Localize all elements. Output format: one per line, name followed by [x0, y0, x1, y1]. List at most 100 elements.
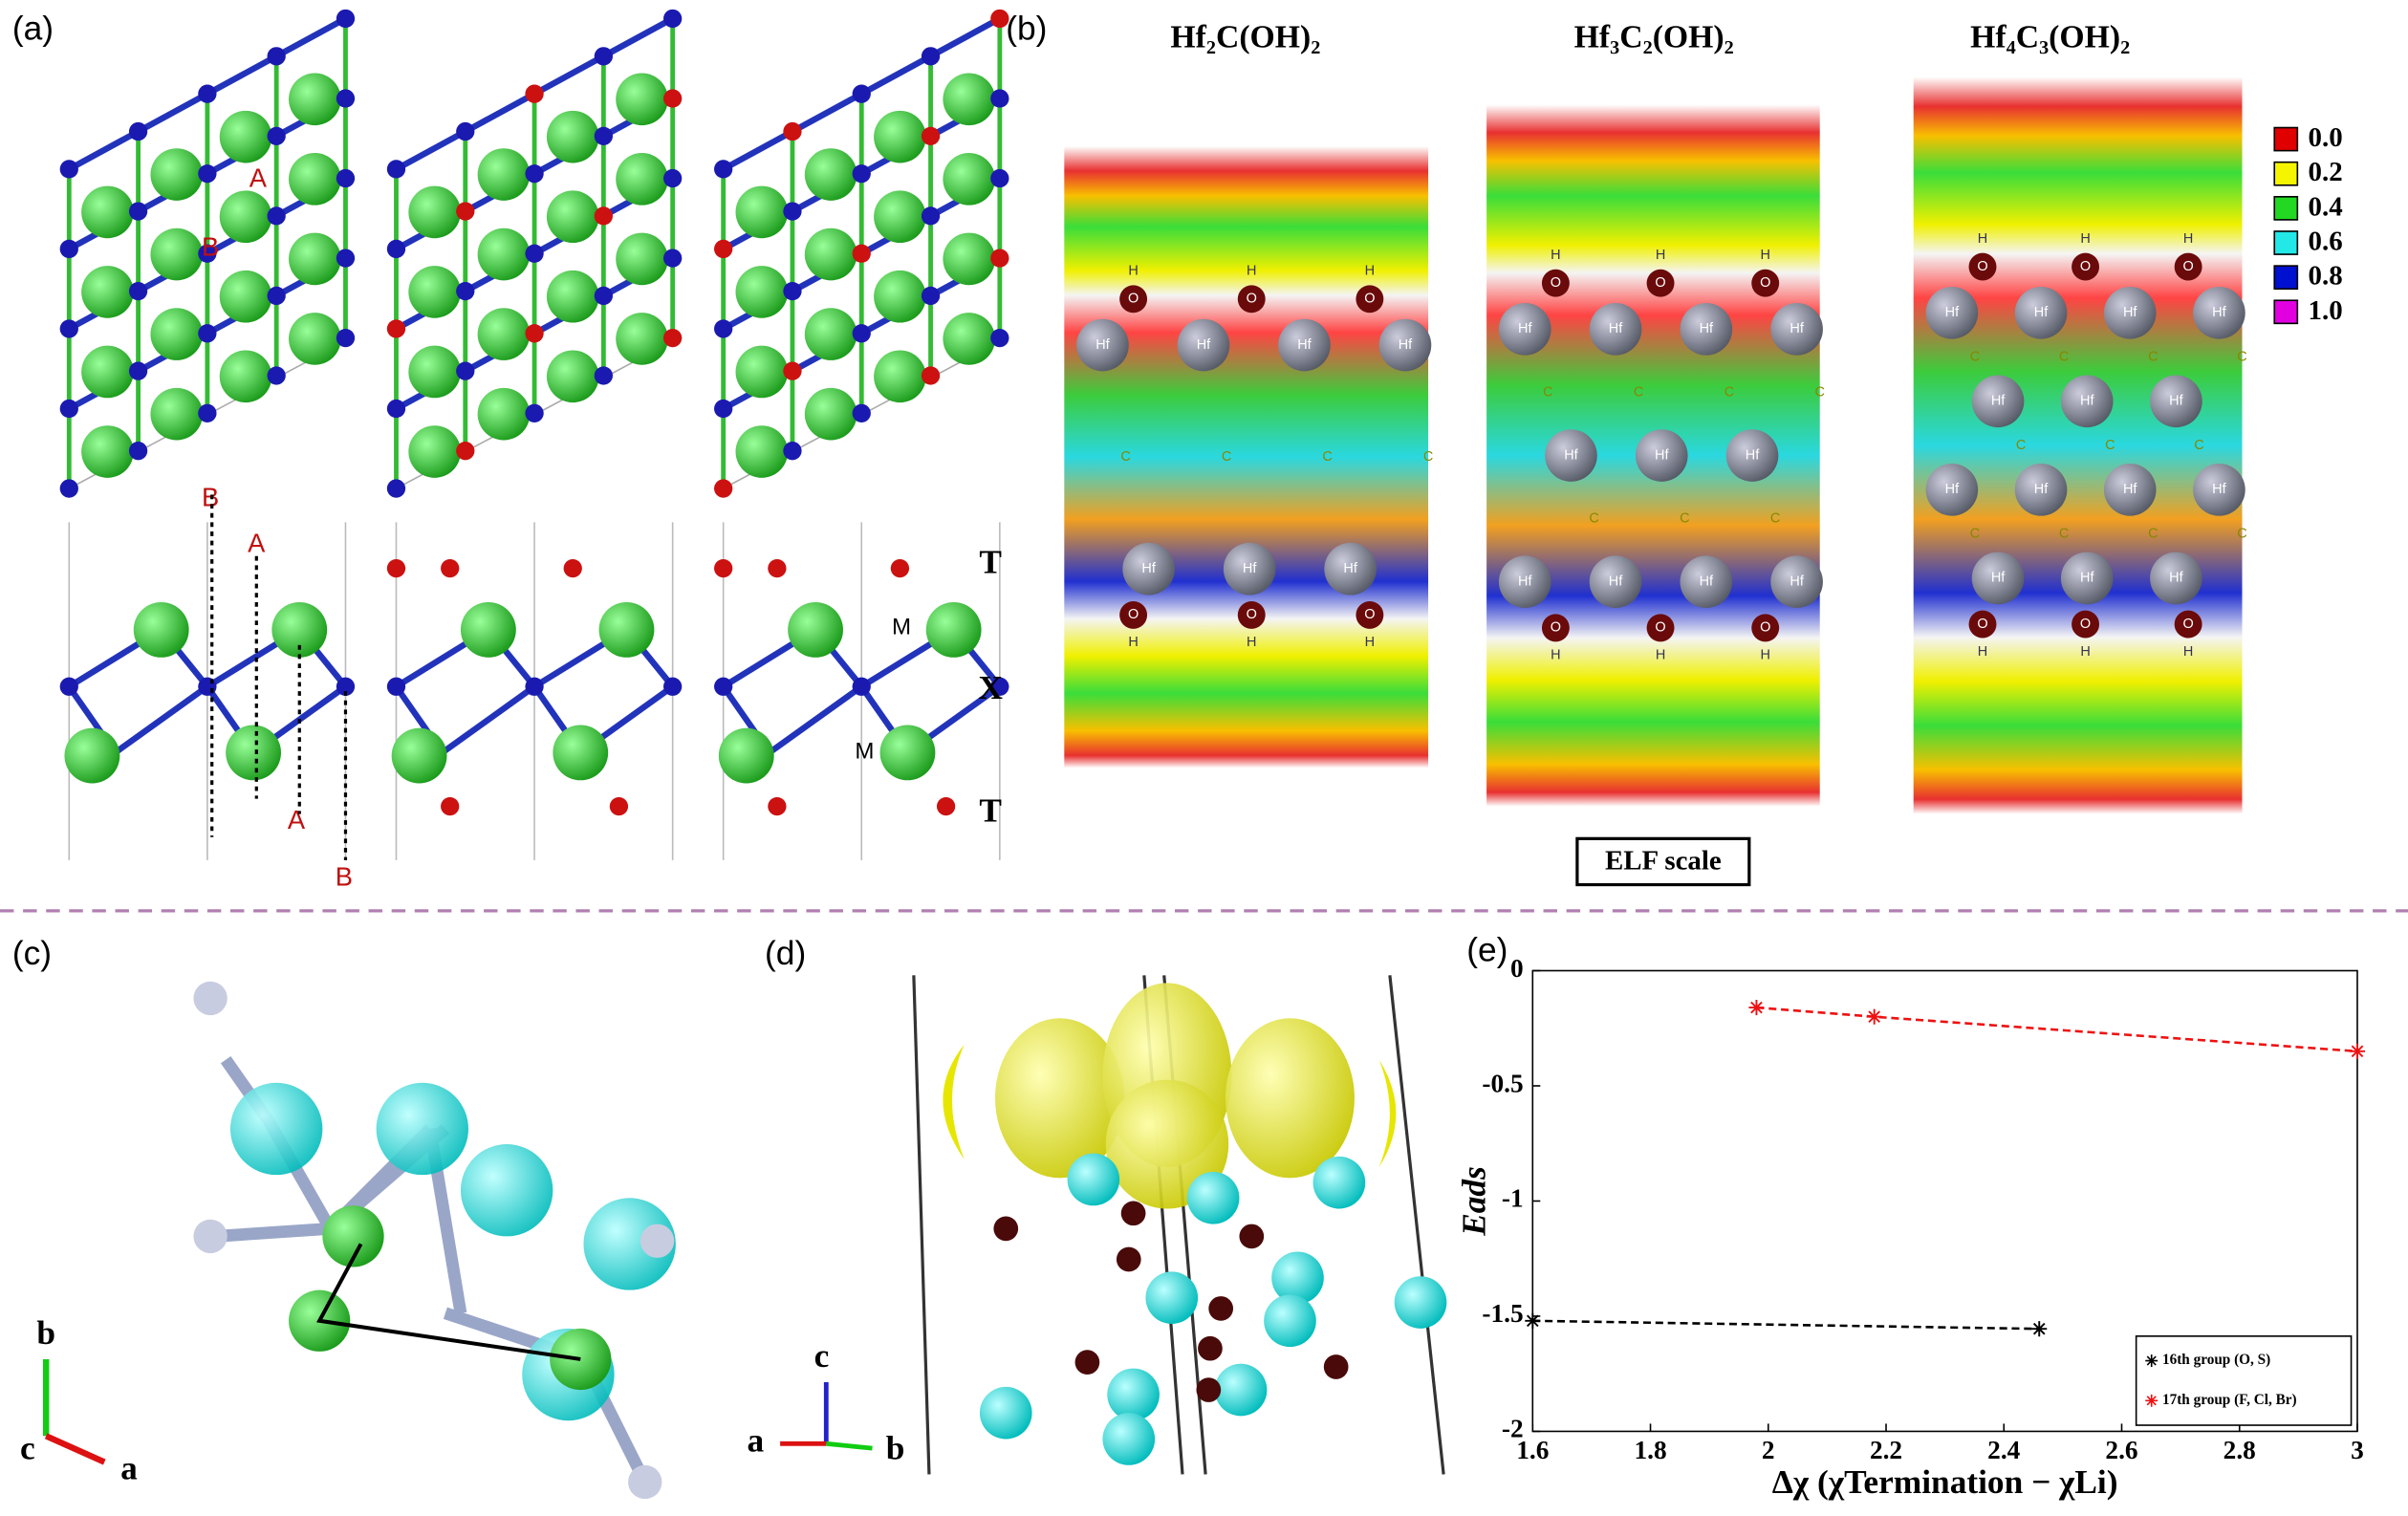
atom-label: Hf	[2169, 571, 2183, 586]
hf-atom	[1076, 318, 1129, 372]
vector	[316, 1243, 581, 1361]
x-atom	[921, 366, 941, 385]
x-atom	[663, 89, 683, 108]
hf-atom	[2060, 552, 2114, 605]
x-atom	[714, 479, 733, 498]
metal-atom	[408, 266, 461, 318]
atom-label: O	[1364, 292, 1375, 307]
bond	[67, 128, 141, 172]
metal-atom	[460, 601, 516, 658]
hf-atom	[1498, 555, 1551, 608]
metal-atom	[477, 308, 531, 360]
dark-atom	[1323, 1354, 1349, 1379]
x-atom	[852, 677, 871, 696]
legend-label: 0.2	[2309, 157, 2343, 187]
atom-label: C	[1120, 449, 1130, 465]
atom-label: H	[1128, 264, 1138, 279]
x-atom	[525, 84, 544, 103]
layer-label: T	[979, 543, 1002, 580]
hf-atom	[1971, 552, 2025, 605]
t-atom	[936, 796, 956, 816]
atom-label: Hf	[1297, 337, 1312, 353]
x-atom	[990, 249, 1009, 268]
hf-atom	[1223, 542, 1276, 596]
metal-atom	[477, 227, 531, 281]
atom-label: Hf	[2080, 571, 2094, 586]
hf-atom	[1770, 303, 1823, 356]
metal-atom	[943, 313, 996, 365]
legend-swatch	[2273, 161, 2299, 186]
atom-label: Hf	[1399, 337, 1413, 353]
x-atom	[386, 239, 406, 259]
t-atom	[441, 796, 460, 816]
atom-label: O	[1977, 617, 1987, 632]
x-atom	[594, 47, 613, 66]
panel-label: (d)	[765, 935, 806, 972]
axis-arrow	[44, 1433, 106, 1465]
x-atom	[128, 281, 148, 301]
x-atom	[852, 403, 871, 422]
x-atom	[921, 286, 941, 306]
x-atom	[59, 239, 78, 259]
y-tick-label: -0.5	[1482, 1069, 1523, 1097]
metal-atom	[219, 270, 272, 323]
o-atom	[1119, 600, 1148, 629]
x-tick-label: 1.8	[1634, 1436, 1666, 1464]
hf-atom	[2150, 375, 2202, 428]
structure-title: Hf₄C₃(OH)₂	[1970, 20, 2130, 55]
data-point	[2031, 1321, 2048, 1337]
y-axis-title: Eads	[1456, 1166, 1493, 1237]
panel-label: (b)	[1006, 11, 1047, 48]
legend-box	[2135, 1335, 2353, 1426]
x-atom	[267, 206, 286, 226]
bond	[274, 15, 348, 59]
atom-label: Hf	[2212, 482, 2226, 497]
metal-atom	[553, 725, 609, 781]
hf-atom	[1177, 318, 1230, 372]
atom-label: Hf	[1991, 394, 2006, 409]
atom-label: Hf	[1096, 337, 1110, 353]
x-tick-label: 3	[2351, 1436, 2364, 1464]
site-label: B	[202, 483, 219, 512]
o-atom	[2072, 610, 2100, 639]
o-atom	[1541, 614, 1570, 642]
o-atom	[1356, 600, 1384, 629]
atom-label: O	[1977, 259, 1987, 274]
dark-atom	[1196, 1377, 1222, 1402]
atom-label: O	[1655, 275, 1665, 291]
hf-atom	[2193, 464, 2245, 516]
x-atom	[386, 160, 406, 179]
layer-label: T	[979, 792, 1002, 830]
structure-title: Hf₃C₂(OH)₂	[1574, 20, 1734, 55]
t-atom	[441, 558, 460, 578]
x-atom	[990, 168, 1009, 188]
cyan-atom	[1186, 1171, 1240, 1224]
x-atom	[386, 319, 406, 338]
metal-atom	[874, 350, 926, 403]
metal-atom	[804, 387, 857, 441]
o-atom	[2174, 252, 2202, 281]
atom-label: O	[1551, 275, 1561, 291]
x-atom	[336, 9, 356, 29]
x-atom	[921, 47, 941, 66]
bond	[722, 128, 794, 172]
metal-atom	[804, 308, 857, 360]
hf-atom	[1498, 303, 1551, 356]
bond	[214, 1222, 331, 1243]
x-atom	[198, 244, 217, 263]
x-atom	[921, 126, 941, 146]
metal-atom	[788, 601, 843, 658]
metal-atom	[289, 153, 341, 206]
hf-atom	[2103, 286, 2157, 339]
metal-atom	[81, 185, 134, 239]
metal-atom	[150, 227, 204, 281]
x-atom	[852, 244, 871, 263]
dark-atom	[1074, 1350, 1100, 1375]
atom-label: Hf	[2123, 482, 2137, 497]
x-tick-label: 2.2	[1870, 1436, 1902, 1464]
x-atom	[663, 328, 683, 348]
atom-label: Hf	[1655, 447, 1669, 463]
atom-label: H	[1247, 264, 1256, 279]
x-atom	[336, 89, 356, 108]
